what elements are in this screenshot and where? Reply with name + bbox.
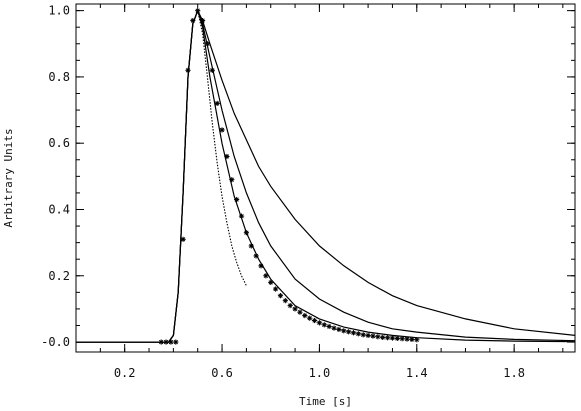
asterisk-stroke [302, 313, 307, 318]
asterisk-stroke [173, 339, 178, 345]
data-point [370, 333, 376, 339]
data-point [219, 127, 225, 133]
asterisk-stroke [356, 331, 361, 336]
y-tick-label: 0.8 [48, 70, 70, 84]
data-point [277, 293, 284, 299]
marker-series [158, 8, 420, 345]
data-point [360, 332, 366, 338]
asterisk-stroke [168, 339, 174, 345]
asterisk-stroke [239, 213, 244, 219]
data-point [173, 339, 179, 345]
axes [75, 3, 576, 353]
data-point [297, 309, 303, 315]
data-point [346, 329, 352, 335]
asterisk-stroke [283, 298, 288, 303]
tick-marks [75, 4, 575, 352]
asterisk-stroke [346, 329, 351, 334]
asterisk-stroke [331, 325, 337, 331]
data-point [307, 315, 313, 321]
x-tick-label: 0.2 [114, 366, 136, 380]
data-point [380, 334, 386, 341]
asterisk-stroke [385, 335, 390, 340]
data-point [263, 273, 269, 279]
asterisk-stroke [390, 335, 395, 341]
asterisk-stroke [312, 318, 317, 323]
data-point [180, 236, 186, 242]
asterisk-stroke [317, 320, 322, 326]
x-tick-label: 1.0 [309, 366, 331, 380]
data-point [268, 279, 274, 285]
asterisk-stroke [375, 334, 381, 339]
plot-frame [75, 3, 576, 353]
asterisk-stroke [292, 306, 298, 312]
solid-curve-1 [76, 9, 576, 343]
data-point [350, 330, 357, 336]
x-tick-label: 0.6 [211, 366, 233, 380]
data-point [282, 298, 288, 304]
data-point [311, 317, 318, 324]
data-point [409, 336, 415, 343]
asterisk-stroke [297, 310, 303, 315]
plot-series [76, 8, 576, 345]
data-point [375, 334, 381, 340]
asterisk-stroke [365, 333, 371, 338]
asterisk-stroke [219, 127, 225, 133]
asterisk-stroke [278, 293, 283, 298]
x-tick-label: 1.8 [503, 366, 525, 380]
y-axis-label: Arbitrary Units [2, 128, 15, 227]
asterisk-stroke [341, 328, 346, 333]
asterisk-stroke [215, 101, 220, 106]
asterisk-stroke [380, 335, 385, 340]
asterisk-stroke [400, 336, 405, 341]
data-point [214, 100, 220, 107]
data-point [336, 326, 342, 333]
data-point [273, 286, 279, 292]
y-tick-label: 0.6 [48, 136, 70, 150]
asterisk-stroke [414, 337, 419, 342]
data-point [331, 325, 337, 331]
asterisk-stroke [322, 322, 327, 327]
asterisk-stroke [288, 303, 293, 308]
solid-curve-2 [76, 8, 576, 343]
asterisk-stroke [253, 253, 259, 259]
x-axis-label: Time [s] [299, 395, 352, 408]
data-point [389, 335, 396, 341]
data-point [394, 335, 400, 342]
asterisk-stroke [370, 333, 376, 339]
data-point [321, 322, 327, 328]
asterisk-stroke [273, 286, 278, 292]
tick-labels: 0.2 0.6 1.0 1.4 1.8 -0.0 0.2 0.4 0.6 0.8 1.0 [41, 4, 525, 380]
asterisk-stroke [326, 324, 332, 329]
data-point [302, 312, 308, 319]
asterisk-stroke [180, 237, 186, 242]
data-point [365, 332, 371, 339]
asterisk-stroke [336, 327, 342, 332]
x-tick-label: 1.4 [406, 366, 428, 380]
asterisk-stroke [351, 330, 356, 335]
y-tick-label: 0.4 [48, 202, 70, 216]
asterisk-stroke [263, 273, 269, 278]
data-point [316, 320, 323, 326]
asterisk-stroke [307, 316, 312, 321]
asterisk-stroke [395, 336, 400, 341]
solid-curve-3 [76, 8, 576, 343]
dotted-curve [182, 8, 247, 286]
data-point [341, 328, 347, 334]
data-point [399, 336, 405, 342]
data-point [326, 323, 332, 330]
y-tick-label: -0.0 [41, 335, 70, 349]
data-point [384, 335, 391, 341]
data-point [355, 331, 361, 337]
data-point [292, 306, 298, 312]
y-tick-label: 1.0 [48, 4, 70, 18]
asterisk-stroke [409, 337, 415, 342]
asterisk-stroke [404, 336, 410, 342]
asterisk-stroke [361, 332, 366, 337]
data-point [287, 303, 293, 309]
y-tick-label: 0.2 [48, 269, 70, 283]
